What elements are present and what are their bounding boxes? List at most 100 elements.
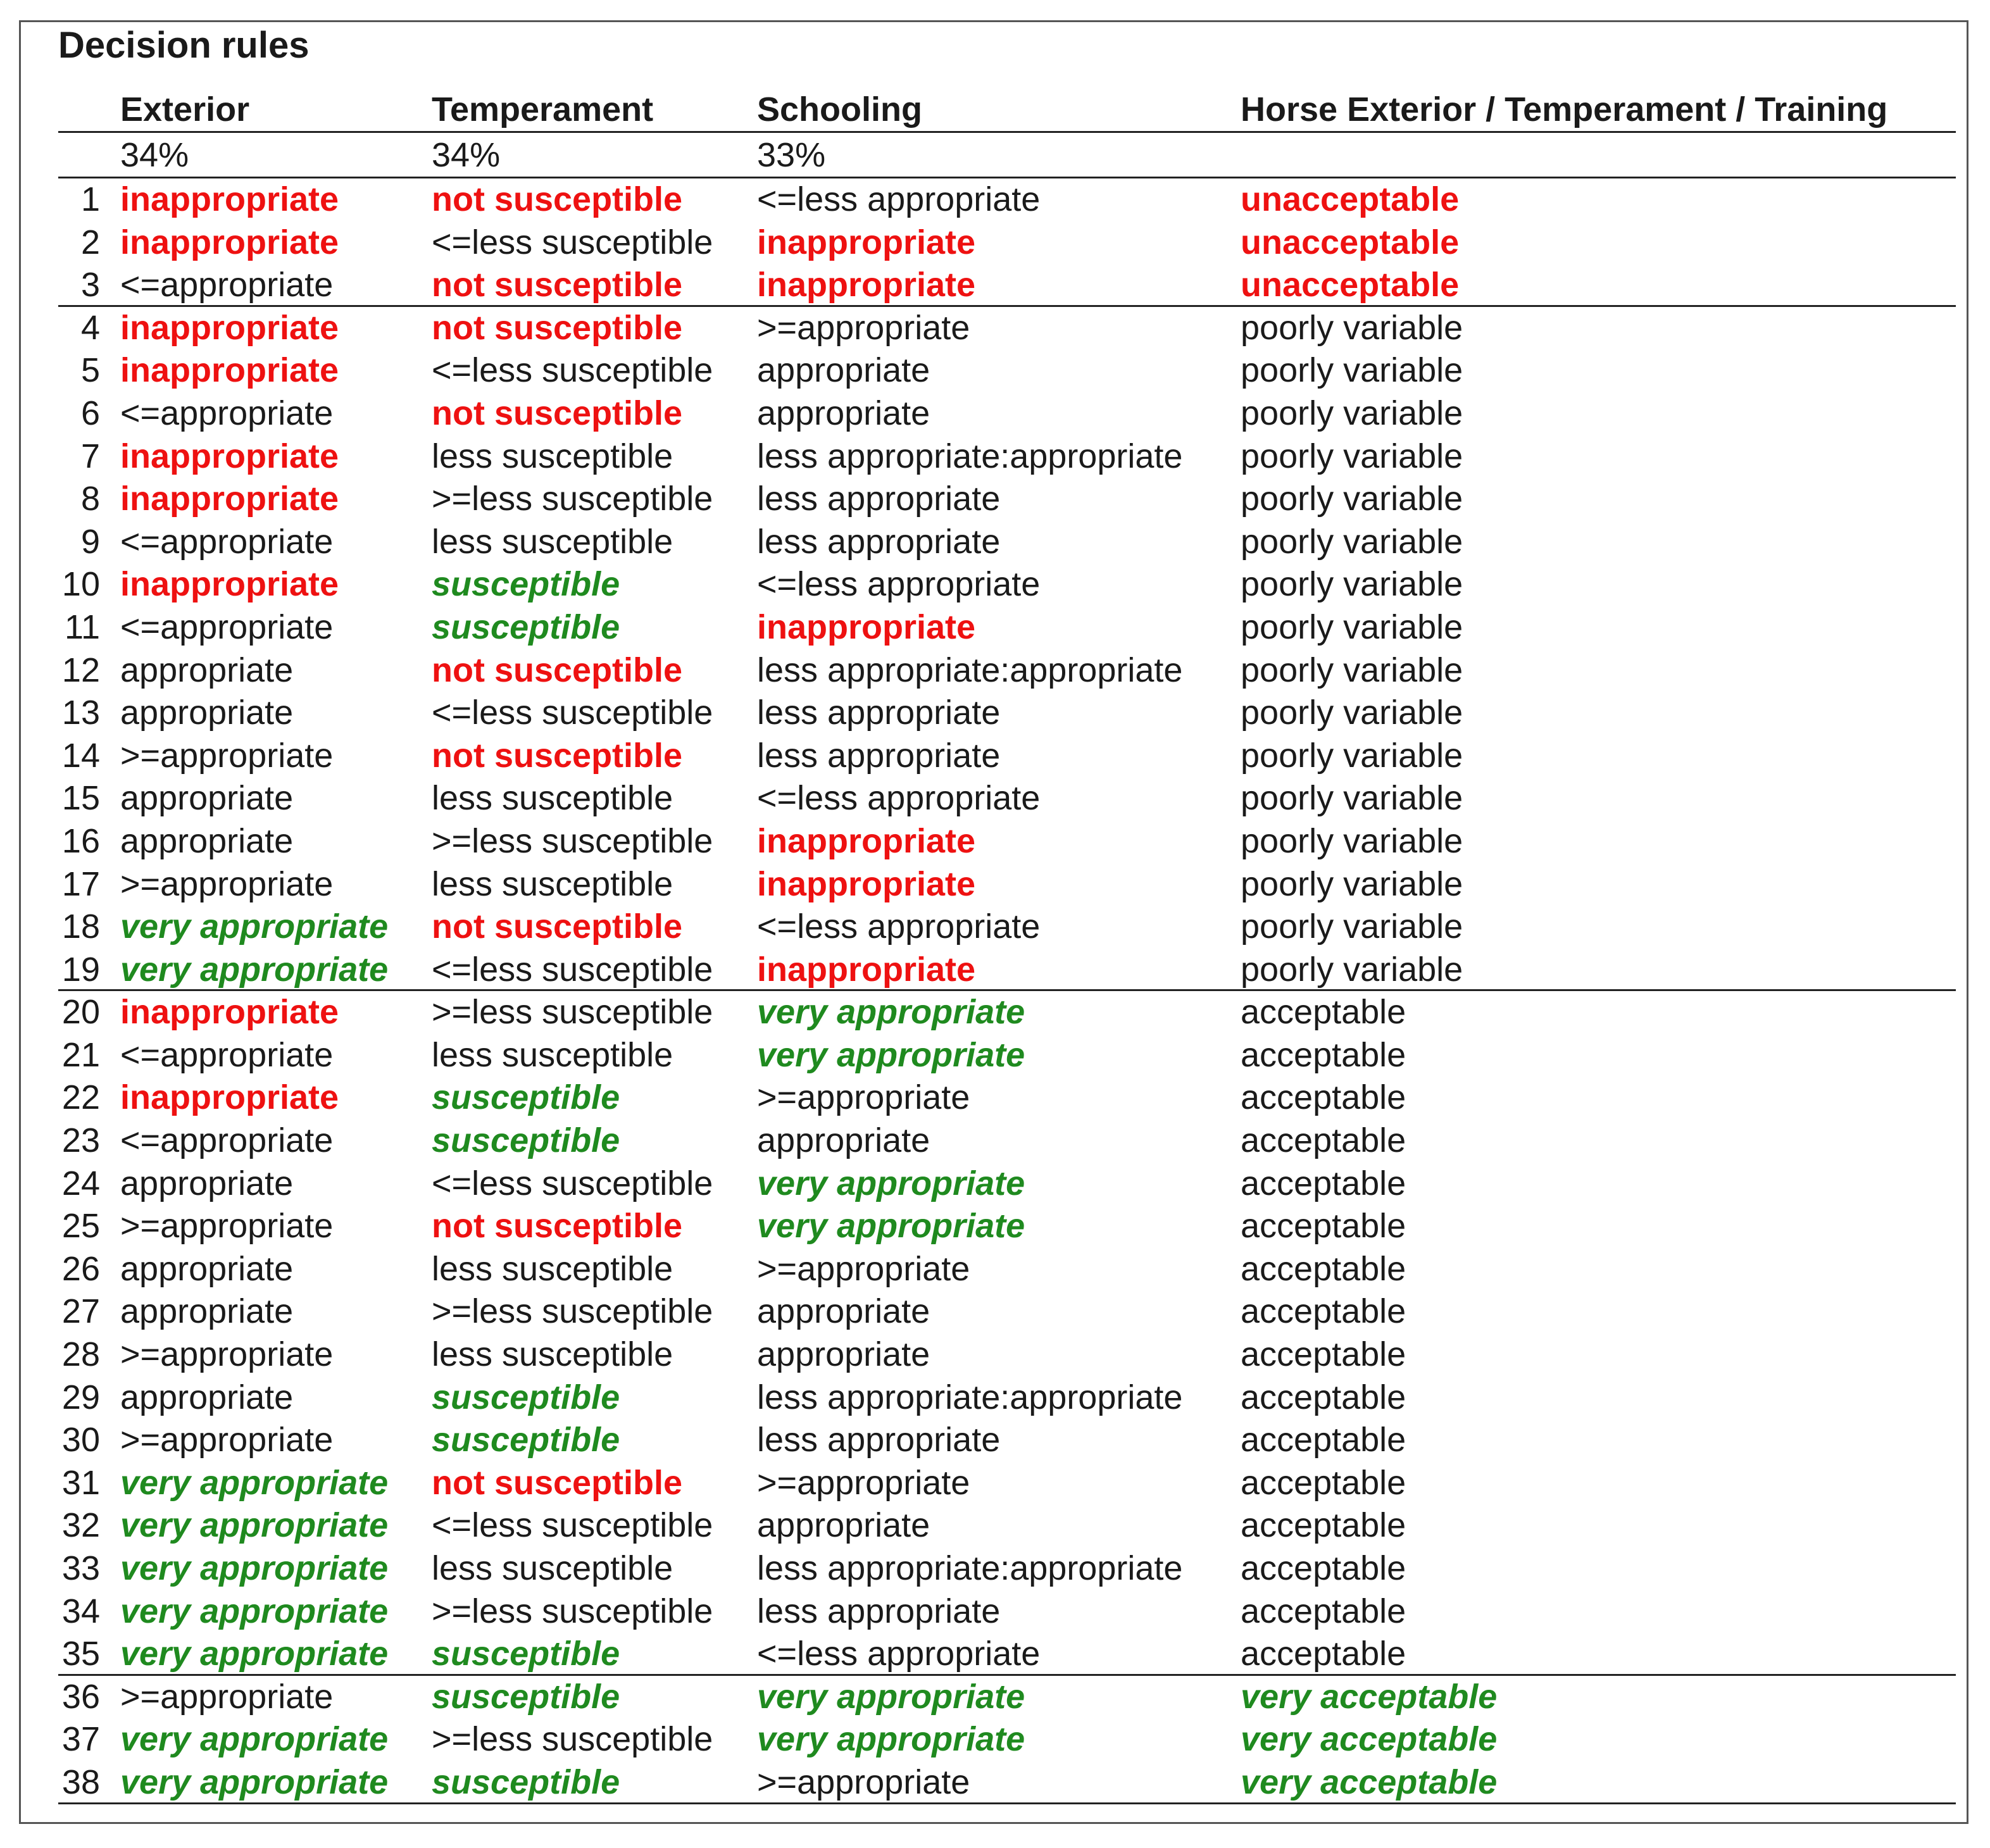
temperament-cell: >=less susceptible [432,1592,713,1630]
result-cell: acceptable [1241,1506,1406,1545]
result-cell: poorly variable [1241,351,1463,390]
result-cell: acceptable [1241,1335,1406,1374]
exterior-cell: inappropriate [120,565,339,604]
rule-number: 38 [61,1763,100,1801]
schooling-cell: less appropriate:appropriate [757,1549,1183,1587]
temperament-cell: less susceptible [432,779,673,818]
exterior-cell: very appropriate [120,1763,389,1801]
result-cell: acceptable [1241,1421,1406,1459]
temperament-cell: susceptible [432,1635,620,1673]
schooling-cell: inappropriate [757,950,976,989]
exterior-cell: >=appropriate [120,1207,334,1246]
temperament-cell: susceptible [432,1421,620,1459]
temperament-cell: susceptible [432,1078,620,1117]
weights-row: 34% 34% 33% [58,133,1956,178]
exterior-cell: >=appropriate [120,1677,334,1716]
result-cell: acceptable [1241,1078,1406,1117]
rule-number: 1 [80,180,100,218]
temperament-cell: <=less susceptible [432,694,713,732]
table-row: 18 very appropriate not susceptible <=less … [58,906,1956,949]
exterior-cell: <=appropriate [120,522,334,561]
table-row: 3 <=appropriate not susceptible inappropria… [58,264,1956,307]
result-cell: poorly variable [1241,480,1463,518]
result-cell: unacceptable [1241,180,1460,218]
result-cell: acceptable [1241,1249,1406,1288]
result-cell: acceptable [1241,1121,1406,1160]
schooling-cell: appropriate [757,1335,930,1374]
table-row: 25 >=appropriate not susceptible very appro… [58,1205,1956,1248]
result-cell: unacceptable [1241,223,1460,261]
schooling-cell: less appropriate:appropriate [757,1378,1183,1416]
rule-number: 28 [61,1335,100,1374]
rule-number: 24 [61,1164,100,1202]
exterior-cell: inappropriate [120,351,339,390]
exterior-cell: appropriate [120,651,294,689]
schooling-cell: less appropriate [757,736,1001,775]
table-row: 10 inappropriate susceptible <=less appropr… [58,563,1956,606]
exterior-cell: very appropriate [120,1549,389,1587]
schooling-cell: >=appropriate [757,1763,970,1801]
result-cell: acceptable [1241,993,1406,1032]
exterior-cell: appropriate [120,1378,294,1416]
rule-number: 31 [61,1463,100,1502]
temperament-cell: <=less susceptible [432,351,713,390]
table-row: 38 very appropriate susceptible >=appropria… [58,1761,1956,1804]
result-cell: poorly variable [1241,779,1463,818]
result-cell: acceptable [1241,1207,1406,1246]
exterior-cell: >=appropriate [120,1335,334,1374]
result-cell: poorly variable [1241,394,1463,432]
temperament-cell: not susceptible [432,308,683,347]
schooling-cell: appropriate [757,1506,930,1545]
rule-number: 33 [61,1549,100,1587]
schooling-cell: less appropriate:appropriate [757,437,1183,475]
header-result: Horse Exterior / Temperament / Training [1241,91,1888,128]
result-cell: acceptable [1241,1463,1406,1502]
temperament-cell: >=less susceptible [432,1720,713,1759]
header-row: Exterior Temperament Schooling Horse Ext… [58,86,1956,133]
table-row: 26 appropriate less susceptible >=appropria… [58,1248,1956,1291]
rule-rows: 1 inappropriate not susceptible <=less appr… [58,178,1956,1804]
rule-number: 12 [61,651,100,689]
table-row: 8 inappropriate >=less susceptible less app… [58,478,1956,521]
table-row: 37 very appropriate >=less susceptible very… [58,1718,1956,1761]
temperament-cell: less susceptible [432,1549,673,1587]
result-cell: poorly variable [1241,522,1463,561]
result-cell: very acceptable [1241,1677,1498,1716]
schooling-cell: <=less appropriate [757,779,1041,818]
exterior-cell: inappropriate [120,480,339,518]
exterior-cell: inappropriate [120,993,339,1032]
rule-number: 21 [61,1035,100,1074]
temperament-cell: not susceptible [432,394,683,432]
rule-number: 26 [61,1249,100,1288]
temperament-cell: not susceptible [432,266,683,304]
rule-number: 36 [61,1677,100,1716]
rule-number: 7 [80,437,100,475]
schooling-cell: less appropriate [757,522,1001,561]
header-schooling: Schooling [757,91,922,128]
result-cell: acceptable [1241,1292,1406,1331]
temperament-cell: not susceptible [432,1207,683,1246]
rule-number: 29 [61,1378,100,1416]
rule-number: 4 [80,308,100,347]
schooling-cell: very appropriate [757,1035,1025,1074]
table-row: 34 very appropriate >=less susceptible less… [58,1590,1956,1633]
exterior-cell: <=appropriate [120,266,334,304]
result-cell: poorly variable [1241,865,1463,903]
table-row: 33 very appropriate less susceptible less a… [58,1547,1956,1590]
temperament-cell: not susceptible [432,1463,683,1502]
rule-number: 16 [61,821,100,860]
rule-number: 2 [80,223,100,261]
result-cell: poorly variable [1241,694,1463,732]
schooling-cell: very appropriate [757,1677,1025,1716]
table-row: 36 >=appropriate susceptible very appropria… [58,1676,1956,1719]
result-cell: poorly variable [1241,821,1463,860]
weight-exterior: 34% [120,136,189,174]
rule-number: 17 [61,865,100,903]
temperament-cell: not susceptible [432,651,683,689]
result-cell: poorly variable [1241,736,1463,775]
table-row: 9 <=appropriate less susceptible less appro… [58,521,1956,564]
table-row: 28 >=appropriate less susceptible appropria… [58,1333,1956,1377]
exterior-cell: inappropriate [120,437,339,475]
schooling-cell: very appropriate [757,1207,1025,1246]
schooling-cell: <=less appropriate [757,565,1041,604]
